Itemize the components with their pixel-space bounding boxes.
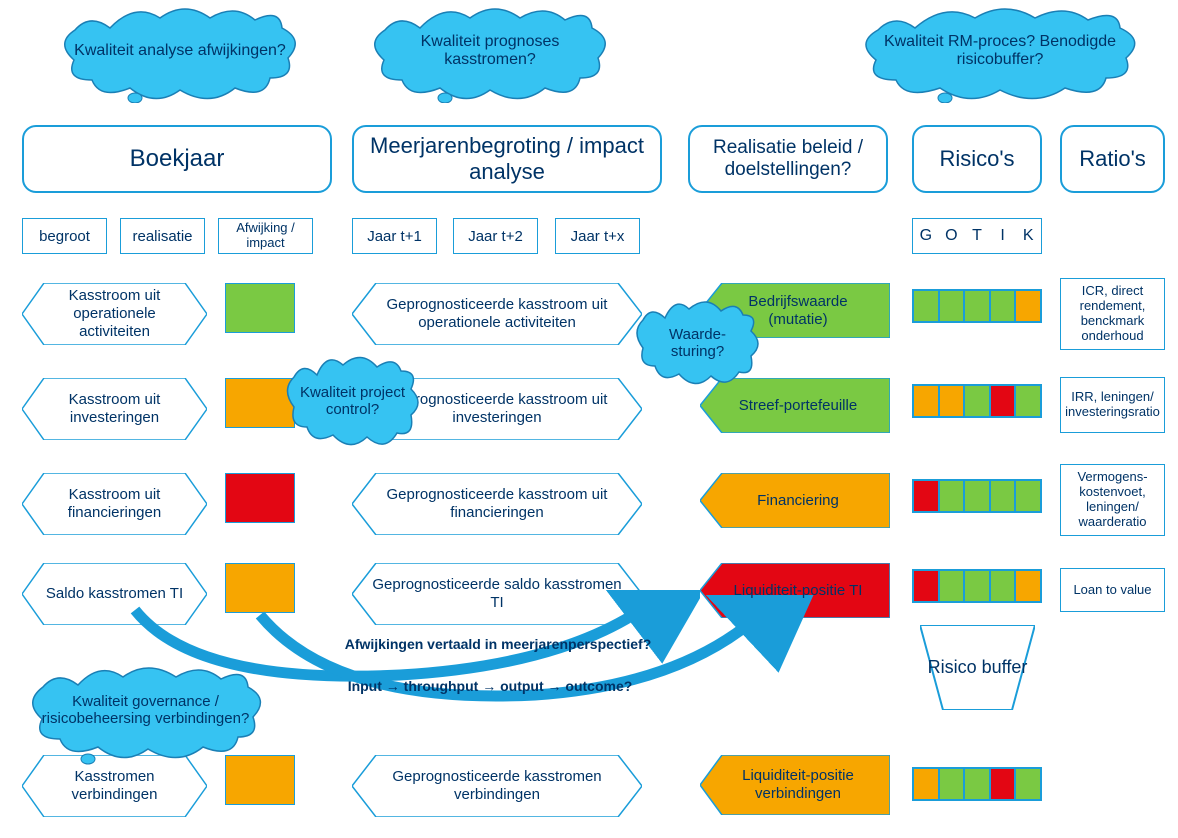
gotik-t: T — [964, 219, 990, 253]
ratio-r4: Loan to value — [1060, 568, 1165, 612]
sub-begroot: begroot — [22, 218, 107, 254]
ratio-r1: ICR, direct rendement, benckmark onderho… — [1060, 278, 1165, 350]
sub-jaarx: Jaar t+x — [555, 218, 640, 254]
hex-r4-mid: Geprognosticeerde saldo kasstromen TI — [352, 563, 642, 625]
cloud-rm: Kwaliteit RM-proces? Benodigde risicobuf… — [860, 8, 1140, 103]
hex-r1-left: Kasstroom uit operationele activiteiten — [22, 283, 207, 345]
sq-r4 — [225, 563, 295, 613]
arrow-r4: Liquiditeit-positie TI — [700, 563, 890, 618]
header-boekjaar: Boekjaar — [22, 125, 332, 193]
gotik-g: G — [913, 219, 939, 253]
riskbar-r2 — [912, 384, 1042, 418]
cloud-project-control: Kwaliteit project control? — [285, 355, 420, 450]
ratio-r3: Vermogens-kostenvoet, leningen/ waardera… — [1060, 464, 1165, 536]
header-ratios: Ratio's — [1060, 125, 1165, 193]
arrow-r3: Financiering — [700, 473, 890, 528]
riskbar-r1 — [912, 289, 1042, 323]
sq-r3 — [225, 473, 295, 523]
sub-afwijking: Afwijking / impact — [218, 218, 313, 254]
header-realisatie: Realisatie beleid / doelstellingen? — [688, 125, 888, 193]
gotik-o: O — [939, 219, 965, 253]
hex-r2-left: Kasstroom uit investeringen — [22, 378, 207, 440]
cloud-governance: Kwaliteit governance / risicobeheersing … — [28, 665, 263, 765]
sub-jaar1: Jaar t+1 — [352, 218, 437, 254]
sub-realisatie: realisatie — [120, 218, 205, 254]
annot-input: Input → throughput → output → outcome? — [310, 678, 670, 694]
riskbar-r4 — [912, 569, 1042, 603]
sub-jaar2: Jaar t+2 — [453, 218, 538, 254]
cloud-analyse: Kwaliteit analyse afwijkingen? — [60, 8, 300, 103]
riskbar-r3 — [912, 479, 1042, 513]
header-meerjaren: Meerjarenbegroting / impact analyse — [352, 125, 662, 193]
risico-buffer: Risico buffer — [920, 625, 1035, 710]
hex-r3-left: Kasstroom uit financieringen — [22, 473, 207, 535]
hex-r4-left: Saldo kasstromen TI — [22, 563, 207, 625]
cloud-waarde: Waarde-sturing? — [635, 300, 760, 390]
arrow-r5: Liquiditeit-positie verbindingen — [700, 755, 890, 815]
sq-r1 — [225, 283, 295, 333]
header-risicos: Risico's — [912, 125, 1042, 193]
cloud-prognoses: Kwaliteit prognoses kasstromen? — [370, 8, 610, 103]
gotik-k: K — [1015, 219, 1041, 253]
hex-r1-mid: Geprognosticeerde kasstroom uit operatio… — [352, 283, 642, 345]
gotik-box: G O T I K — [912, 218, 1042, 254]
annot-afwijkingen: Afwijkingen vertaald in meerjarenperspec… — [338, 636, 658, 652]
riskbar-r5 — [912, 767, 1042, 801]
gotik-i: I — [990, 219, 1016, 253]
hex-r5-mid: Geprognosticeerde kasstromen verbindinge… — [352, 755, 642, 817]
ratio-r2: IRR, leningen/ investeringsratio — [1060, 377, 1165, 433]
hex-r3-mid: Geprognosticeerde kasstroom uit financie… — [352, 473, 642, 535]
